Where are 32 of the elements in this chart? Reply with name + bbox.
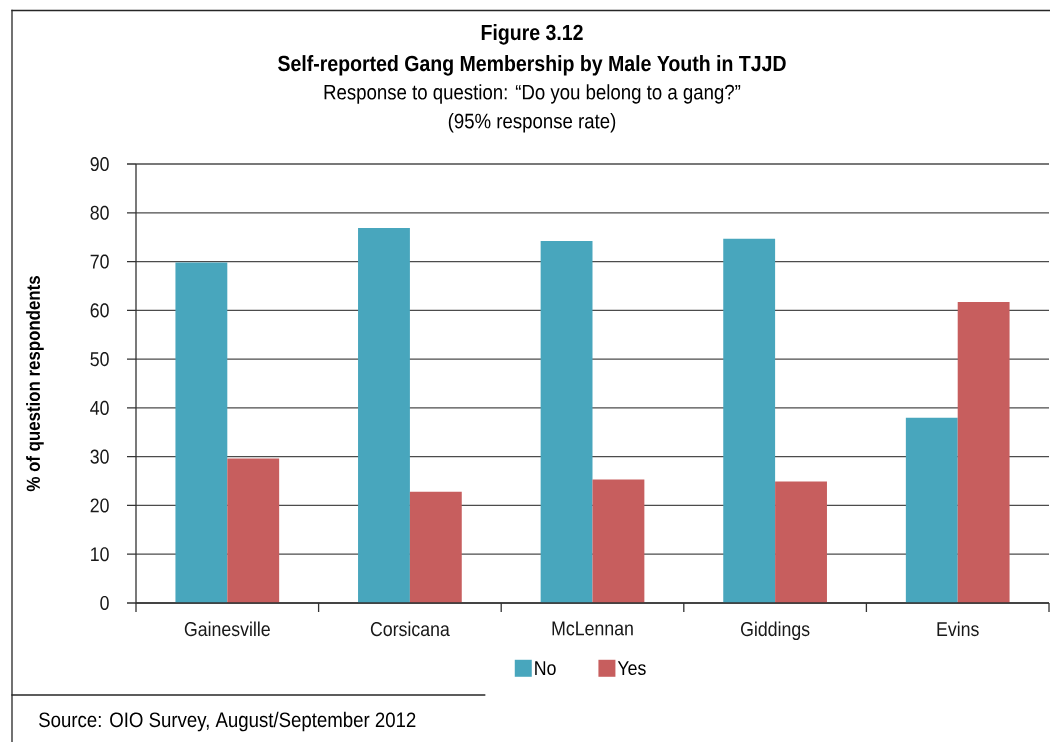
- bar: [957, 302, 1010, 603]
- x-tick-label: Gainesville: [184, 621, 270, 637]
- y-tick-label: 30: [90, 449, 109, 464]
- y-tick-label: 80: [90, 205, 109, 220]
- bar: [775, 481, 827, 603]
- caption: Figure 3.12: [481, 24, 583, 45]
- x-tick-label: Corsicana: [370, 621, 450, 637]
- y-tick-label: 70: [90, 254, 109, 269]
- x-tick-label: Evins: [937, 621, 979, 637]
- legend-label: Yes: [617, 661, 646, 676]
- chart-subtitle: Response to question: “Do you belong to a gang?” (95% response rate): [324, 84, 741, 133]
- bar: [409, 491, 462, 603]
- x-tick-label: Giddings: [741, 621, 810, 641]
- y-tick-label: 10: [91, 547, 109, 562]
- bar: [358, 227, 410, 603]
- x-tick-label: McLennan: [552, 621, 633, 636]
- y-tick-label: 50: [90, 352, 109, 367]
- y-tick-label: 90: [90, 156, 109, 172]
- y-tick-label: 20: [90, 498, 109, 513]
- y-axis-title: % of question respondents: [26, 276, 44, 492]
- legend-label: No: [535, 661, 556, 676]
- bar: [175, 262, 228, 603]
- y-tick-label: 40: [90, 400, 109, 415]
- bar: [227, 458, 280, 603]
- bar: [540, 241, 593, 603]
- bar: [592, 479, 645, 603]
- chart-title: Self-reported Gang Membership by Male Youth in TJJD: [278, 55, 786, 76]
- y-tick-label: 0: [100, 595, 109, 611]
- y-tick-label: 60: [90, 303, 109, 318]
- bar: [905, 417, 958, 603]
- bar: [723, 238, 776, 603]
- source-note: Source: OIO Survey, August/September 2012: [39, 711, 416, 732]
